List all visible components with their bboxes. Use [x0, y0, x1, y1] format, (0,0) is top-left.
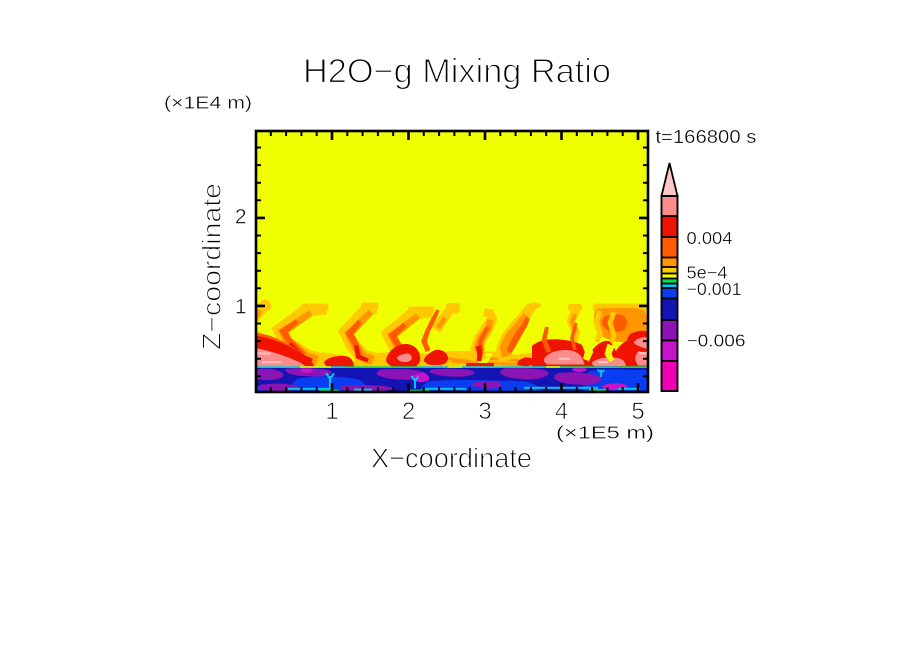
- svg-text:−0.006: −0.006: [687, 331, 746, 351]
- svg-text:2: 2: [235, 206, 247, 229]
- svg-text:(×1E4 m): (×1E4 m): [164, 93, 252, 113]
- svg-text:H2O−g Mixing Ratio: H2O−g Mixing Ratio: [303, 52, 611, 90]
- svg-text:3: 3: [478, 398, 491, 425]
- svg-text:2: 2: [402, 398, 415, 425]
- svg-text:(×1E5 m): (×1E5 m): [556, 423, 654, 443]
- svg-text:−0.001: −0.001: [687, 279, 742, 299]
- svg-text:5: 5: [631, 398, 644, 425]
- svg-text:Z−coordinate: Z−coordinate: [197, 183, 227, 350]
- svg-text:1: 1: [235, 296, 247, 319]
- svg-text:0.004: 0.004: [687, 228, 733, 248]
- svg-text:4: 4: [555, 398, 568, 425]
- svg-text:X−coordinate: X−coordinate: [371, 443, 532, 474]
- svg-text:5e−4: 5e−4: [687, 263, 728, 283]
- svg-text:1: 1: [325, 398, 338, 425]
- svg-text:t=166800 s: t=166800 s: [655, 127, 756, 147]
